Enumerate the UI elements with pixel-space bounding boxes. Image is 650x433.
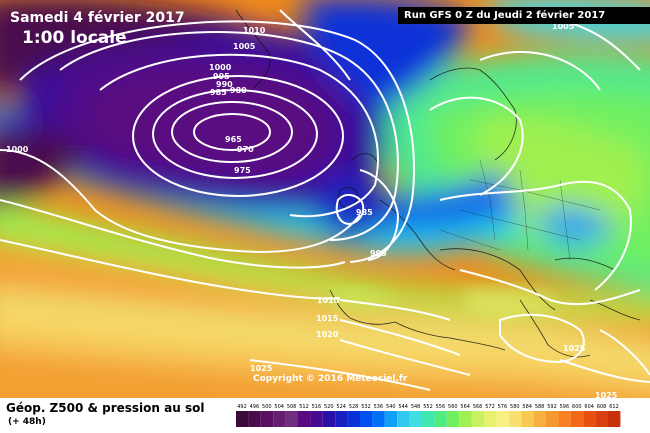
isobar-label: 1015	[316, 314, 339, 323]
legend-value-label: 504	[274, 404, 284, 410]
coastlines	[235, 9, 641, 358]
isobar-label: 1010	[243, 26, 266, 35]
isobar-label: 985	[210, 88, 227, 97]
legend-color-swatch	[446, 411, 460, 427]
legend-value-label: 540	[386, 404, 396, 410]
legend-color-swatch	[397, 411, 410, 427]
map-footer: Géop. Z500 & pression au sol (+ 48h) 492…	[0, 398, 650, 433]
legend-value-label: 544	[398, 404, 408, 410]
map-title: Géop. Z500 & pression au sol	[6, 401, 205, 415]
forecast-local-time: 1:00 locale	[22, 28, 127, 48]
isobar-label: 1005	[233, 42, 256, 51]
isobar-label: 1025	[595, 391, 618, 398]
legend-value-label: 528	[349, 404, 359, 410]
isobars	[0, 9, 650, 391]
isobar-label: 1010	[317, 296, 340, 305]
isobar-label: 1020	[316, 330, 339, 339]
isobar-label: 995	[213, 72, 230, 81]
isobar-label: 980	[230, 86, 247, 95]
legend-color-swatch	[533, 411, 546, 427]
legend-value-label: 560	[448, 404, 458, 410]
legend-color-swatch	[298, 411, 311, 427]
legend-value-label: 596	[560, 404, 570, 410]
legend-color-swatch	[608, 411, 621, 427]
legend-color-swatch	[248, 411, 261, 427]
legend-color-swatch	[595, 411, 608, 427]
legend-color-swatch	[322, 411, 336, 427]
legend-value-label: 548	[411, 404, 421, 410]
legend-color-swatch	[260, 411, 274, 427]
legend-color-swatch	[521, 411, 534, 427]
legend-color-swatch	[347, 411, 360, 427]
legend-color-swatch	[273, 411, 286, 427]
legend-value-label: 496	[250, 404, 260, 410]
legend-value-label: 588	[535, 404, 545, 410]
legend-value-label: 552	[423, 404, 433, 410]
forecast-date: Samedi 4 février 2017	[10, 10, 185, 26]
isobar-label: 1025	[563, 344, 586, 353]
legend-value-label: 576	[498, 404, 508, 410]
isobar-label: 1005	[552, 22, 575, 31]
color-scale-legend: 492 496 500 504 508 512 516 520 524 528 532 536 540 5…	[236, 404, 621, 427]
legend-color-swatch	[558, 411, 571, 427]
legend-color-swatch	[384, 411, 398, 427]
model-run-info: Run GFS 0 Z du Jeudi 2 février 2017	[398, 7, 650, 24]
legend-color-swatch	[570, 411, 584, 427]
legend-value-label: 516	[312, 404, 322, 410]
legend-value-label: 508	[287, 404, 297, 410]
geopotential-map-canvas: 1010 1005 1000 995 990 985 980 965 970 9…	[0, 0, 650, 398]
legend-color-swatch	[285, 411, 298, 427]
legend-value-label: 600	[572, 404, 582, 410]
legend-value-label: 524	[336, 404, 346, 410]
legend-value-label: 604	[584, 404, 594, 410]
legend-value-label: 556	[436, 404, 446, 410]
legend-value-label: 568	[473, 404, 483, 410]
legend-color-swatch	[409, 411, 422, 427]
legend-color-swatch	[236, 411, 249, 427]
forecast-lead-time: (+ 48h)	[8, 417, 46, 427]
legend-color-swatch	[360, 411, 373, 427]
legend-color-swatch	[459, 411, 472, 427]
legend-color-swatch	[484, 411, 497, 427]
legend-color-swatch	[310, 411, 323, 427]
legend-color-swatch	[434, 411, 447, 427]
legend-color-swatch	[583, 411, 596, 427]
legend-value-label: 608	[597, 404, 607, 410]
country-borders	[439, 159, 601, 261]
isobar-label: 985	[356, 208, 373, 217]
legend-value-label: 536	[374, 404, 384, 410]
isobar-label: 990	[216, 80, 233, 89]
isobar-label: 1025	[250, 364, 273, 373]
legend-value-label: 584	[522, 404, 532, 410]
legend-value-label: 592	[547, 404, 557, 410]
weather-map: 1010 1005 1000 995 990 985 980 965 970 9…	[0, 0, 650, 398]
legend-value-label: 572	[485, 404, 495, 410]
legend-value-label: 532	[361, 404, 371, 410]
isobar-label: 995	[370, 249, 387, 258]
isobar-label: 975	[234, 166, 251, 175]
legend-color-swatch	[335, 411, 348, 427]
pressure-labels: 1010 1005 1000 995 990 985 980 965 970 9…	[6, 22, 618, 398]
legend-value-label: 520	[324, 404, 334, 410]
legend-value-label: 564	[460, 404, 470, 410]
legend-value-label: 512	[299, 404, 309, 410]
isobar-label: 1000	[6, 145, 29, 154]
legend-value-label: 500	[262, 404, 272, 410]
legend-color-swatch	[496, 411, 509, 427]
legend-color-swatch	[372, 411, 385, 427]
legend-color-swatch	[508, 411, 522, 427]
isobar-label: 970	[237, 145, 254, 154]
isobar-label: 1000	[209, 63, 232, 72]
isobar-label: 965	[225, 135, 242, 144]
legend-value-label: 580	[510, 404, 520, 410]
legend-value-label: 492	[237, 404, 247, 410]
legend-value-label: 612	[609, 404, 619, 410]
copyright-text: Copyright © 2016 Meteociel.fr	[253, 374, 408, 384]
legend-color-swatch	[471, 411, 484, 427]
legend-color-swatch	[422, 411, 435, 427]
legend-color-swatch	[546, 411, 559, 427]
